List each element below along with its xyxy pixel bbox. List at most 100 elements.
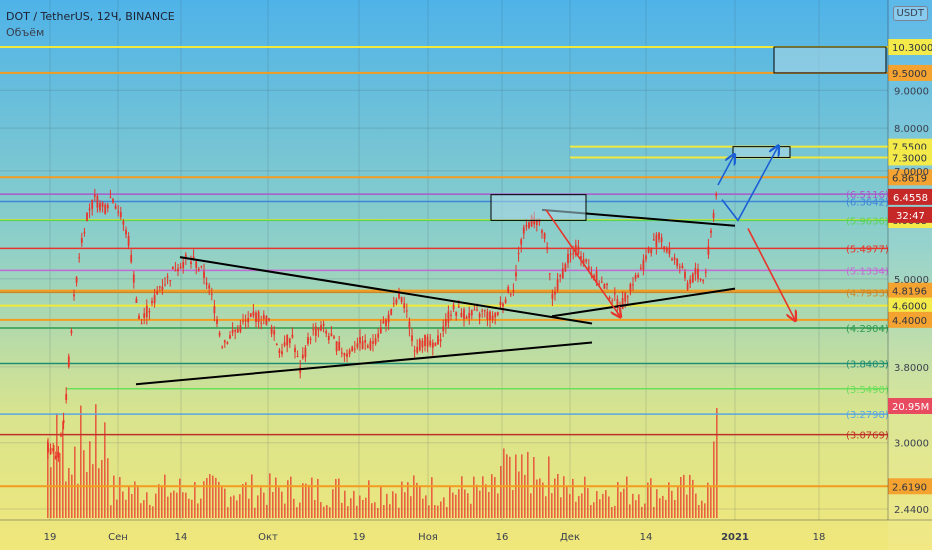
price-label[interactable]: 9.5000: [892, 69, 927, 80]
trendline[interactable]: [179, 256, 593, 325]
price-tick-label[interactable]: 2.4400: [894, 505, 929, 516]
trendline[interactable]: [551, 287, 736, 318]
volume-bar: [77, 483, 79, 518]
red-arrow-projection[interactable]: [747, 228, 795, 319]
volume-badge[interactable]: [888, 398, 932, 414]
candle-body: [390, 308, 393, 315]
countdown-badge[interactable]: [888, 206, 932, 223]
price-label[interactable]: 2.6190: [892, 482, 927, 493]
price-tick-label[interactable]: 3.8000: [894, 363, 929, 374]
drawings[interactable]: [135, 46, 887, 386]
current-price-badge[interactable]: [888, 188, 932, 205]
candle-body: [145, 305, 148, 318]
time-tick-label[interactable]: 2021: [721, 532, 749, 543]
price-label[interactable]: 4.4000: [892, 316, 927, 327]
time-tick-label[interactable]: 14: [175, 532, 188, 543]
level-label[interactable]: (3.8403): [846, 360, 889, 371]
candle-body: [73, 294, 75, 297]
volume-bar: [185, 492, 187, 518]
level-label[interactable]: (5.9636): [846, 216, 889, 227]
level-label[interactable]: (4.2904): [846, 324, 889, 335]
time-tick-label[interactable]: 19: [44, 532, 57, 543]
time-tick-label[interactable]: Дек: [560, 532, 580, 543]
price-label[interactable]: 7.5500: [892, 143, 927, 154]
time-tick-label[interactable]: 14: [640, 532, 653, 543]
trendline[interactable]: [135, 341, 593, 386]
blue-arrow-up[interactable]: [717, 155, 734, 186]
candle-body: [377, 333, 380, 338]
candle-body: [437, 335, 439, 345]
level-label[interactable]: (4.7933): [846, 288, 889, 299]
volume-bar: [104, 422, 106, 518]
price-tick-label[interactable]: 8.0000: [894, 124, 929, 135]
volume-bar: [239, 494, 241, 518]
candle-body: [260, 322, 263, 324]
current-price-label[interactable]: 6.4558: [893, 193, 928, 204]
volume-bar: [215, 477, 217, 518]
candle-body: [387, 314, 390, 323]
time-axis[interactable]: 19 Сен 14 Окт 19 Ноя 16 Дек 14 2021 18: [0, 519, 932, 543]
symbol-title[interactable]: DOT / TetherUS, 12Ч, BINANCE: [6, 10, 175, 23]
time-tick-label[interactable]: 16: [496, 532, 509, 543]
candle-body: [647, 249, 650, 253]
price-label-box[interactable]: [888, 39, 932, 55]
candle-body: [346, 353, 348, 357]
level-label[interactable]: (3.0769): [846, 431, 889, 442]
horizontal-levels[interactable]: [0, 46, 888, 488]
price-tick-label[interactable]: 5.0000: [894, 275, 929, 286]
level-label[interactable]: (3.5490): [846, 385, 889, 396]
volume-bar: [263, 492, 265, 518]
level-label[interactable]: (5.1334): [846, 266, 889, 277]
volume-bar: [80, 405, 82, 518]
candle-body: [660, 237, 663, 242]
time-tick-label[interactable]: 18: [813, 532, 826, 543]
candle-body: [665, 248, 668, 252]
currency-badge[interactable]: USDT: [892, 6, 928, 21]
time-tick-label[interactable]: Окт: [258, 532, 278, 543]
price-axis[interactable]: 10.30009.50007.55007.30006.8619(6.5116)(…: [846, 0, 932, 550]
target-rectangle[interactable]: [732, 146, 791, 158]
price-tick-label[interactable]: 9.0000: [894, 86, 929, 97]
volume-bar: [614, 505, 616, 518]
level-label[interactable]: (5.4977): [846, 244, 889, 255]
level-label[interactable]: (3.2798): [846, 410, 889, 421]
volume-bar: [533, 456, 535, 518]
volume-bar: [188, 498, 190, 518]
time-tick-label[interactable]: 19: [353, 532, 366, 543]
price-tick-label[interactable]: 3.0000: [894, 439, 929, 450]
price-tick-label[interactable]: 7.0000: [894, 167, 929, 178]
volume-bar: [131, 493, 133, 518]
candle-body: [83, 231, 86, 234]
price-label[interactable]: 7.3000: [892, 153, 927, 164]
candle-body: [650, 247, 653, 254]
time-tick-label[interactable]: Ноя: [418, 532, 438, 543]
candle-body: [517, 253, 520, 255]
zone-rectangle[interactable]: [490, 194, 587, 221]
volume-indicator-label[interactable]: Объём: [6, 26, 45, 39]
price-label[interactable]: 10.3000: [892, 43, 932, 54]
price-label-box[interactable]: [888, 169, 932, 186]
volume-badge-label[interactable]: 20.95M: [892, 402, 929, 413]
volume-bar: [509, 456, 511, 518]
price-label[interactable]: 6.8619: [892, 173, 927, 184]
red-arrow-down[interactable]: [545, 209, 620, 316]
volume-bar: [389, 504, 391, 518]
price-label-box[interactable]: [888, 297, 932, 314]
price-label-box[interactable]: [888, 149, 932, 166]
level-label[interactable]: (6.5116): [846, 190, 889, 201]
target-rectangle-upper[interactable]: [773, 46, 887, 74]
level-label[interactable]: (6.3642): [846, 197, 889, 208]
time-tick-label[interactable]: Сен: [108, 532, 128, 543]
price-label[interactable]: 4.8196: [892, 287, 927, 298]
blue-arrow-projection[interactable]: [721, 147, 778, 222]
price-label[interactable]: 4.6000: [892, 302, 927, 313]
price-label-box[interactable]: [888, 64, 932, 81]
candle-body: [171, 266, 174, 270]
price-label-box[interactable]: [888, 311, 932, 328]
price-label-box[interactable]: [888, 478, 932, 495]
price-label-box[interactable]: [888, 282, 932, 299]
countdown-label[interactable]: 32:47: [896, 211, 925, 222]
candle-body: [450, 314, 452, 316]
